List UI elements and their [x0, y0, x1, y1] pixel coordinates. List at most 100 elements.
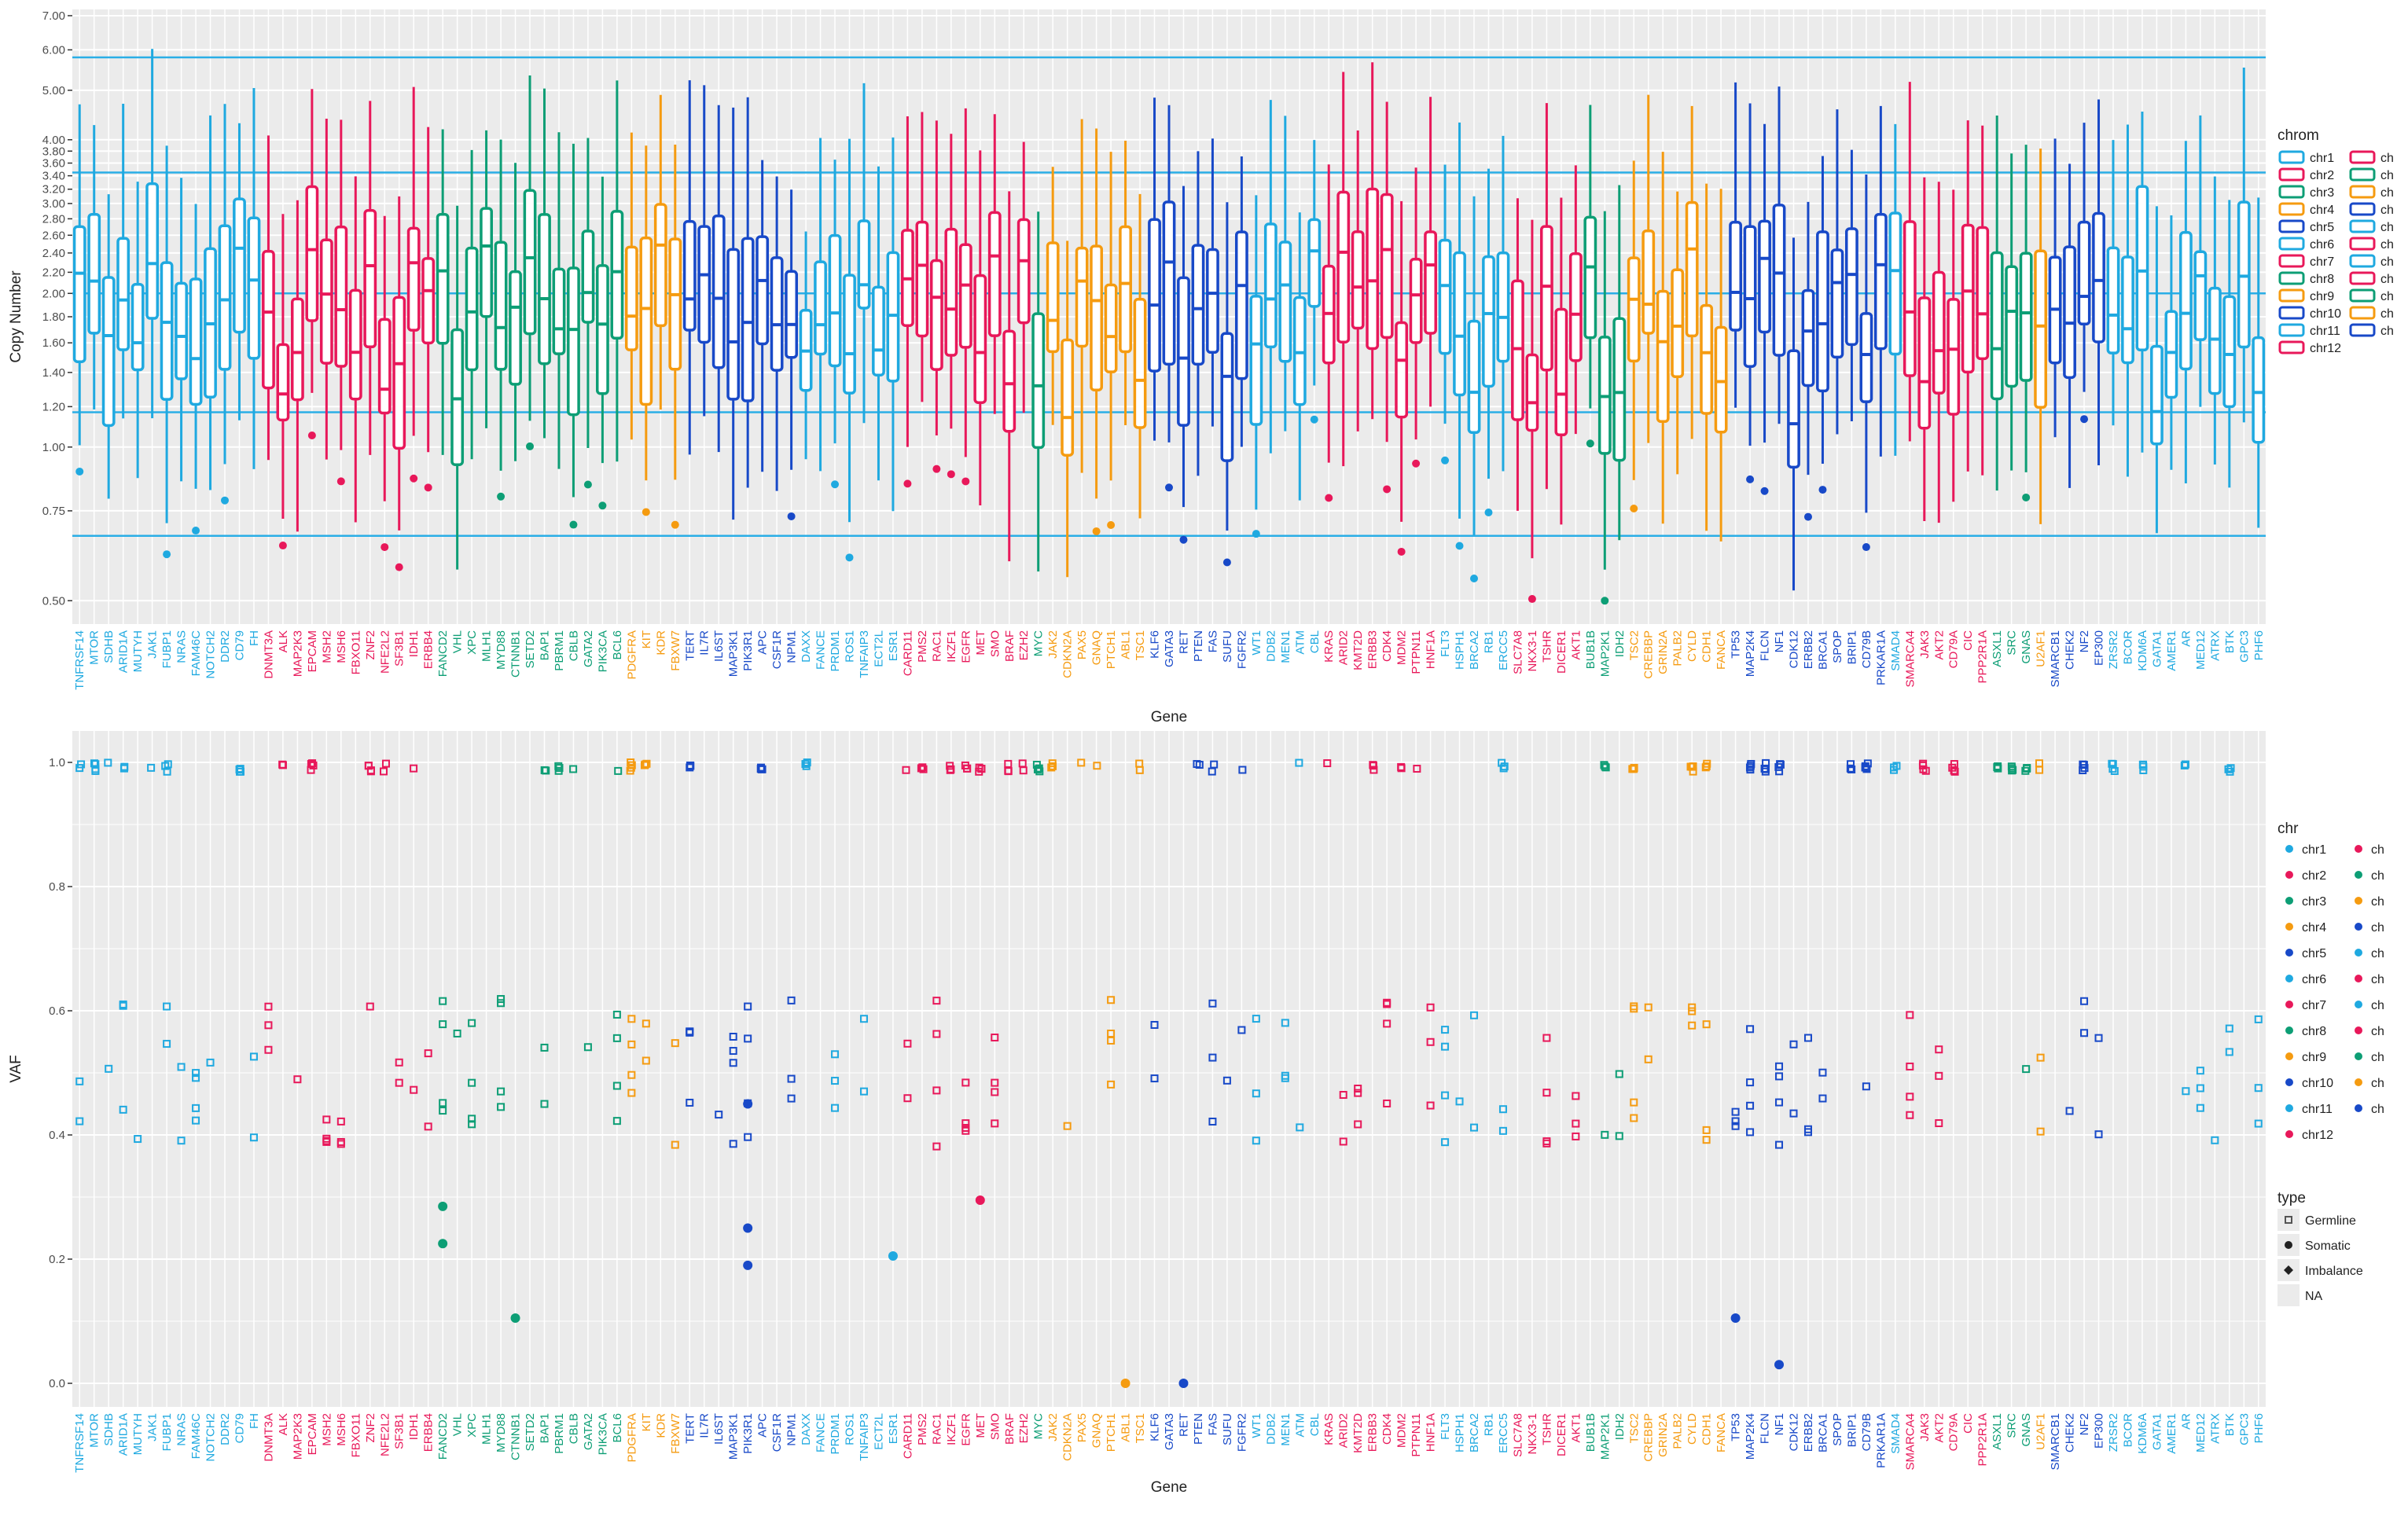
somatic-point [975, 1195, 985, 1205]
x-tick-label: VHL [451, 1413, 465, 1436]
germline-point [1222, 1076, 1231, 1085]
points-SMARCA4 [1906, 1011, 1914, 1119]
box-APC [755, 160, 770, 472]
box-iqr [1263, 222, 1278, 349]
somatic-point [438, 1239, 448, 1249]
germline-point [1818, 1068, 1827, 1077]
legend-key [2349, 254, 2376, 268]
box-NF2 [2077, 123, 2091, 424]
outlier-point [336, 477, 345, 486]
box-CIC [1961, 120, 1975, 472]
box-iqr [1758, 219, 1771, 334]
germline-point [497, 999, 505, 1008]
germline-point [1847, 760, 1855, 769]
x-tick-label: DAXX [800, 1413, 813, 1445]
germline-point [147, 763, 156, 772]
germline-point [2094, 1034, 2103, 1042]
points-BRAF [1004, 759, 1013, 776]
outlier-point [1310, 415, 1318, 424]
germline-point [757, 765, 766, 773]
box-iqr [2208, 286, 2222, 395]
legend-title: chr [2277, 821, 2299, 837]
points-FAM46C [192, 1069, 200, 1125]
legend-label: chr6 [2310, 238, 2334, 252]
x-tick-label: PTPN11 [1410, 630, 1423, 674]
points-FH [249, 1052, 258, 1142]
box-SRC [2005, 153, 2019, 471]
outlier-point [583, 480, 592, 489]
germline-point [744, 1034, 752, 1043]
box-iqr [348, 288, 362, 401]
x-tick-label: DAXX [800, 630, 813, 663]
legend-key [2278, 306, 2305, 320]
x-tick-label: TSC1 [1134, 630, 1147, 660]
box-PBRM1 [552, 132, 566, 469]
x-tick-label: RAC1 [930, 1413, 943, 1445]
x-tick-label: NOTCH2 [204, 630, 218, 679]
outlier-point [163, 550, 171, 559]
legend-key [2355, 1026, 2362, 1034]
points-JAK1 [147, 763, 156, 772]
box-MDM2 [1395, 200, 1409, 556]
germline-point [1572, 1119, 1580, 1128]
germline-point [1383, 1099, 1391, 1107]
box-CD79 [233, 123, 246, 420]
box-iqr [2164, 310, 2178, 399]
legend-label: ch [2371, 947, 2384, 960]
germline-point [1077, 758, 1086, 767]
box-RAC1 [929, 120, 943, 473]
germline-point [932, 1142, 941, 1151]
points-FAS [1208, 760, 1219, 1126]
outlier-point [932, 465, 941, 473]
points-U2AF1 [2035, 759, 2045, 1136]
germline-point [1803, 1125, 1812, 1133]
box-DDR2 [218, 104, 232, 505]
x-tick-label: SUFU [1221, 1413, 1234, 1445]
germline-point [2108, 759, 2116, 768]
x-tick-label: SUFU [1221, 630, 1234, 663]
germline-point [1354, 1120, 1362, 1129]
box-iqr [145, 182, 160, 320]
legend-key [2278, 271, 2305, 285]
germline-point [1702, 762, 1711, 770]
outlier-point [1586, 439, 1594, 448]
legend-key [2349, 219, 2376, 233]
germline-point [164, 760, 172, 769]
box-iqr [509, 270, 522, 386]
x-tick-label: MSH2 [320, 630, 333, 663]
germline-point [1019, 766, 1028, 775]
germline-point [249, 1052, 258, 1061]
x-tick-label: MDM2 [1395, 630, 1409, 665]
outlier-point [787, 512, 796, 520]
box-iqr [2135, 185, 2149, 352]
y-tick-label: 0.8 [49, 880, 65, 894]
points-ATM [1295, 758, 1304, 1132]
points-BTK [2224, 764, 2235, 1056]
box-BRCA1 [1816, 156, 1829, 494]
germline-point [2225, 1024, 2233, 1033]
germline-point [77, 760, 86, 769]
box-iqr [319, 238, 333, 365]
germline-point [1688, 1021, 1697, 1030]
legend-key [2278, 185, 2305, 199]
box-PAX5 [1075, 119, 1089, 473]
legend-key [2355, 923, 2362, 931]
germline-point [686, 1098, 694, 1107]
germline-point [1107, 996, 1116, 1004]
y-tick-label: 3.60 [42, 157, 65, 171]
box-MLH1 [480, 130, 493, 428]
outlier-point [1165, 483, 1173, 492]
germline-point [1150, 1074, 1159, 1083]
germline-point [977, 765, 986, 773]
box-MYD88 [494, 139, 508, 501]
germline-point [612, 1010, 621, 1019]
legend-label: ch [2380, 273, 2394, 286]
x-tick-label: SPOP [1831, 630, 1844, 663]
box-iqr [1729, 220, 1742, 332]
box-PRKAR1A [1873, 105, 1888, 457]
germline-point [91, 760, 100, 769]
outlier-point [1179, 535, 1188, 544]
legend-key [2285, 975, 2293, 982]
germline-point [379, 767, 388, 776]
